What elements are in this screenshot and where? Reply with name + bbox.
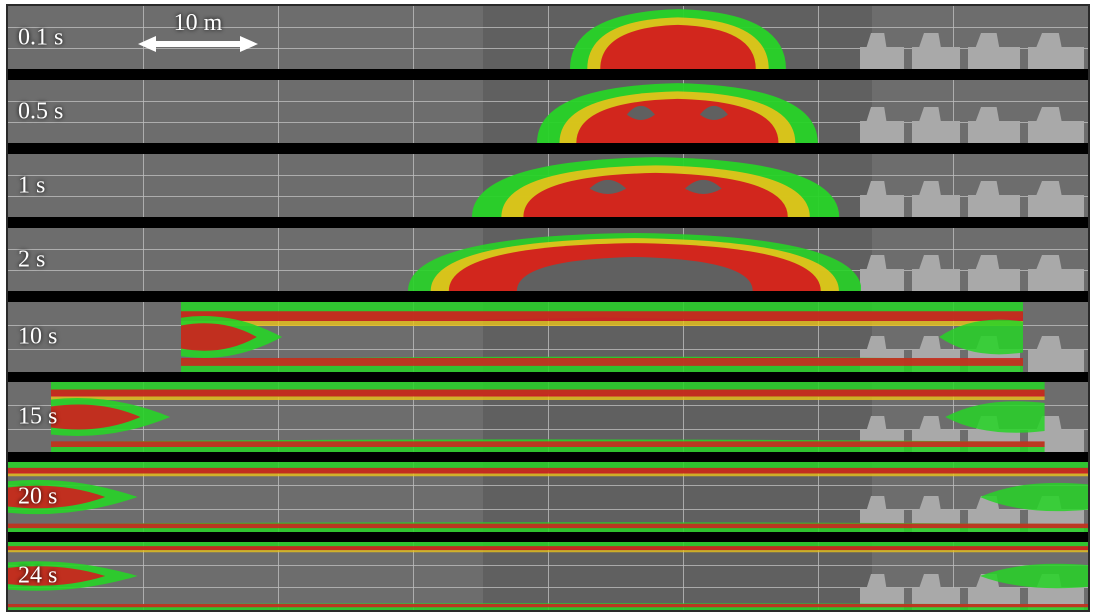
gridline-v (143, 80, 144, 143)
gridline-v (278, 80, 279, 143)
truck-silhouette (912, 103, 960, 143)
gridline-v (278, 228, 279, 291)
panel-7: 24 s (8, 542, 1088, 610)
scale-arrow-icon (138, 35, 258, 53)
scale-bar: 10 m (138, 10, 258, 53)
figure-frame: 0.1 s 10 m 0.5 s 1 s 2 s 10 s 15 s 20 s 24 s (6, 4, 1090, 612)
truck-silhouette (968, 251, 1020, 291)
time-label: 20 s (18, 484, 57, 511)
gridline-v (548, 6, 549, 69)
panel-4: 10 s (8, 302, 1088, 372)
time-label: 0.5 s (18, 98, 63, 125)
trucks (860, 228, 1088, 291)
gridline-v (413, 6, 414, 69)
panel-5: 15 s (8, 382, 1088, 452)
truck-silhouette (968, 29, 1020, 69)
time-label: 15 s (18, 404, 57, 431)
panel-0: 0.1 s 10 m (8, 6, 1088, 69)
trucks (860, 154, 1088, 217)
gridline-v (818, 80, 819, 143)
truck-silhouette (1028, 177, 1084, 217)
panel-3: 2 s (8, 228, 1088, 291)
plume (472, 154, 839, 217)
truck-silhouette (912, 251, 960, 291)
truck-silhouette (1028, 29, 1084, 69)
time-label: 1 s (18, 172, 45, 199)
truck-silhouette (912, 177, 960, 217)
plume (51, 382, 1045, 452)
panel-2: 1 s (8, 154, 1088, 217)
gridline-v (413, 154, 414, 217)
truck-silhouette (1028, 251, 1084, 291)
truck-silhouette (968, 177, 1020, 217)
truck-silhouette (1028, 332, 1084, 372)
plume (181, 302, 1023, 372)
time-label: 10 s (18, 324, 57, 351)
truck-silhouette (860, 29, 904, 69)
plume (537, 80, 818, 143)
truck-silhouette (968, 103, 1020, 143)
gridline-v (278, 154, 279, 217)
trucks (860, 80, 1088, 143)
truck-silhouette (860, 177, 904, 217)
plume (570, 6, 786, 69)
gridline-v (143, 228, 144, 291)
gridline-v (413, 80, 414, 143)
truck-silhouette (912, 29, 960, 69)
time-label: 0.1 s (18, 24, 63, 51)
plume (408, 228, 862, 291)
truck-silhouette (860, 251, 904, 291)
panel-6: 20 s (8, 462, 1088, 532)
gridline-v (143, 302, 144, 372)
trucks (860, 6, 1088, 69)
plume (8, 462, 1088, 532)
left-shade (8, 80, 483, 143)
gridline-v (143, 154, 144, 217)
scale-bar-label: 10 m (174, 10, 223, 37)
panel-1: 0.5 s (8, 80, 1088, 143)
time-label: 24 s (18, 563, 57, 590)
plume (8, 542, 1088, 610)
gridline-v (818, 6, 819, 69)
gridline-v (278, 6, 279, 69)
time-label: 2 s (18, 246, 45, 273)
left-shade (8, 154, 483, 217)
truck-silhouette (1028, 103, 1084, 143)
truck-silhouette (860, 103, 904, 143)
